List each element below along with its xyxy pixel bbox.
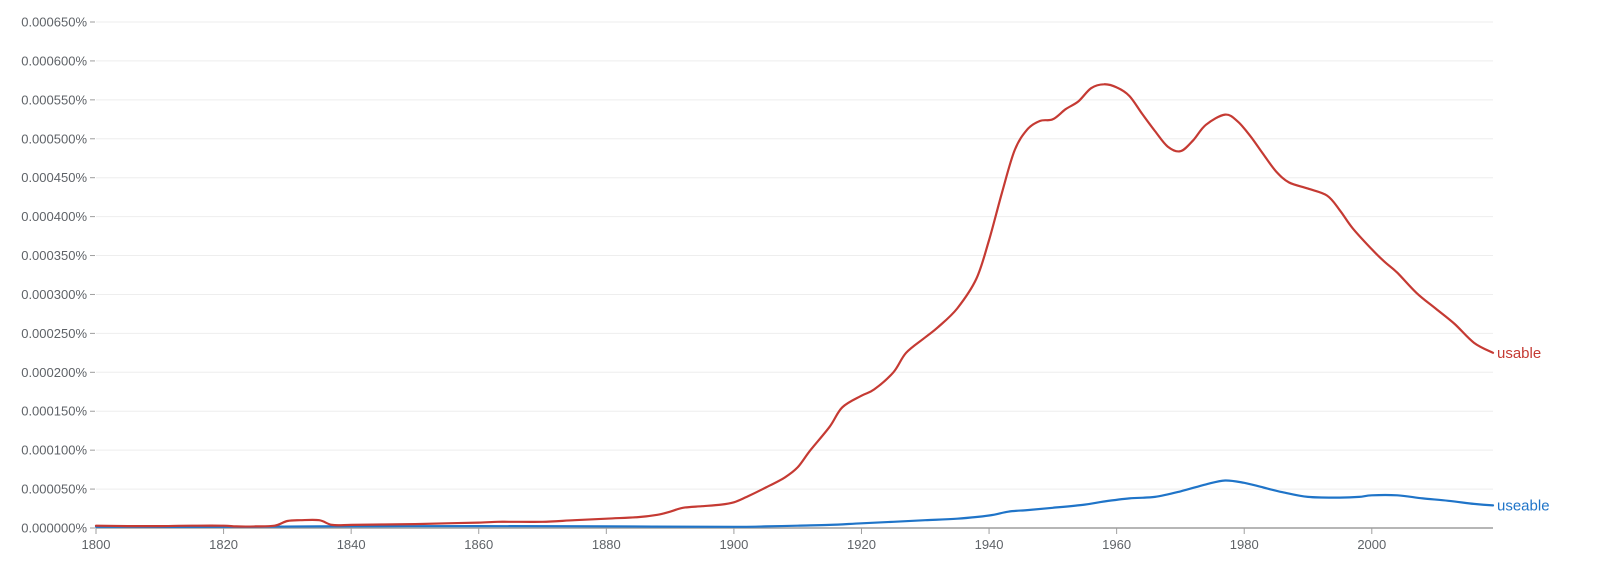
y-tick-label: 0.000450%: [21, 170, 87, 185]
x-tick-label: 1880: [592, 537, 621, 552]
x-tick-label: 1940: [975, 537, 1004, 552]
series-line-useable[interactable]: [94, 479, 1495, 528]
x-tick-label: 1820: [209, 537, 238, 552]
y-tick-label: 0.000250%: [21, 326, 87, 341]
x-tick-label: 1860: [464, 537, 493, 552]
x-tick-label: 2000: [1357, 537, 1386, 552]
x-axis-ticks: 1800 1820 1840 1860 1880 1900 1920 1940 1960 1980…: [82, 528, 1386, 552]
series-label-useable[interactable]: useable: [1497, 497, 1550, 514]
y-tick-label: 0.000000%: [21, 521, 87, 536]
x-tick-label: 1920: [847, 537, 876, 552]
series-label-usable[interactable]: usable: [1497, 345, 1541, 362]
y-tick-label: 0.000400%: [21, 209, 87, 224]
x-tick-label: 1800: [82, 537, 111, 552]
x-tick-label: 1960: [1102, 537, 1131, 552]
y-tick-label: 0.000300%: [21, 287, 87, 302]
series-lines: useable usable: [94, 83, 1550, 528]
y-tick-label: 0.000050%: [21, 482, 87, 497]
y-tick-label: 0.000650%: [21, 15, 87, 30]
x-tick-label: 1980: [1230, 537, 1259, 552]
series-line-usable[interactable]: [94, 83, 1495, 528]
gridlines: [96, 21, 1493, 490]
y-tick-label: 0.000550%: [21, 92, 87, 107]
y-tick-label: 0.000350%: [21, 248, 87, 263]
y-tick-label: 0.000500%: [21, 131, 87, 146]
x-tick-label: 1900: [719, 537, 748, 552]
y-tick-label: 0.000150%: [21, 404, 87, 419]
y-tick-label: 0.000100%: [21, 443, 87, 458]
y-tick-label: 0.000200%: [21, 365, 87, 380]
x-tick-label: 1840: [337, 537, 366, 552]
y-axis-ticks: 0.000000% 0.000050% 0.000100% 0.000150% 0.00…: [21, 15, 95, 536]
y-tick-label: 0.000600%: [21, 53, 87, 68]
